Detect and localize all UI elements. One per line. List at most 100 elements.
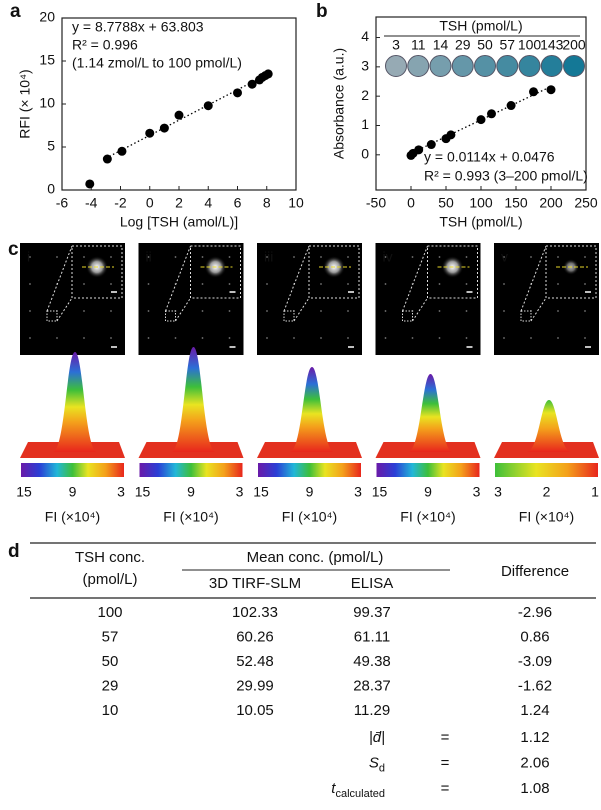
surface-peak xyxy=(527,400,571,452)
spot-dot xyxy=(83,283,85,285)
fit-line xyxy=(410,85,552,154)
cell: 11.29 xyxy=(354,702,390,719)
y-tick-label: 2 xyxy=(361,87,369,103)
data-point xyxy=(506,101,516,111)
x-tick-label: 10 xyxy=(288,195,304,211)
cell: 60.26 xyxy=(236,628,274,645)
spot-dot xyxy=(384,283,387,285)
stat-value: 1.12 xyxy=(520,729,549,746)
spot-dot xyxy=(266,283,268,285)
spot-dot xyxy=(384,310,387,312)
data-point xyxy=(233,88,242,98)
cell: 10.05 xyxy=(236,702,274,719)
cell: 1.24 xyxy=(520,702,549,719)
well xyxy=(407,55,430,77)
colorbar-label: FI (×10⁴) xyxy=(282,509,337,525)
data-point xyxy=(263,69,273,79)
image-label: ii xyxy=(146,249,152,265)
spot-dot xyxy=(411,337,414,339)
spot-dot xyxy=(320,256,322,258)
spot-dot xyxy=(530,337,532,339)
x-tick-label: -50 xyxy=(366,195,386,211)
spot-dot xyxy=(201,283,204,285)
x-tick-label: 0 xyxy=(407,195,415,211)
annotation: y = 0.0114x + 0.0476 xyxy=(424,149,555,165)
well-label: 11 xyxy=(411,37,426,53)
colorbar-tick: 1 xyxy=(591,484,599,500)
roi xyxy=(46,310,58,322)
spot-dot xyxy=(56,256,58,258)
spot-dot xyxy=(228,310,231,312)
colorbar-tick: 15 xyxy=(253,484,269,500)
spot-dot xyxy=(438,283,441,285)
spot-dot xyxy=(503,310,505,312)
header: 3D TIRF-SLM xyxy=(209,575,301,592)
x-tick-label: 8 xyxy=(263,195,271,211)
inset xyxy=(427,245,478,299)
spot-dot xyxy=(465,283,468,285)
spot-dot xyxy=(584,337,586,339)
x-tick-label: 2 xyxy=(175,195,183,211)
relation: = xyxy=(441,754,450,771)
cell: 52.48 xyxy=(236,653,274,670)
y-tick-label: 0 xyxy=(47,181,55,197)
y-axis-label: Absorbance (a.u.) xyxy=(331,48,347,159)
data-point xyxy=(446,130,456,140)
surface-peak xyxy=(53,352,97,452)
well xyxy=(474,55,496,77)
spot-dot xyxy=(147,310,150,312)
fit-line xyxy=(105,72,270,159)
x-tick-label: -4 xyxy=(85,195,98,211)
x-axis-label: TSH (pmol/L) xyxy=(439,214,522,230)
data-point xyxy=(426,140,436,150)
zoom-lines xyxy=(46,245,73,322)
spot-dot xyxy=(266,337,268,339)
spot-dot xyxy=(174,256,177,258)
cell: 10 xyxy=(102,702,119,719)
colorbar-tick: 3 xyxy=(236,484,244,500)
cell: 61.11 xyxy=(354,628,390,645)
surface-peak xyxy=(290,367,334,452)
x-tick-label: 6 xyxy=(234,195,242,211)
cell: -3.09 xyxy=(518,653,552,670)
data-point xyxy=(247,79,257,89)
spot-dot xyxy=(438,256,441,258)
stat-symbol: tcalculated xyxy=(331,780,385,800)
zoom-lines xyxy=(165,245,191,322)
colorbar-tick: 3 xyxy=(473,484,481,500)
spot-dot xyxy=(557,256,559,258)
spot-dot xyxy=(503,283,505,285)
spot-dot xyxy=(320,283,322,285)
well xyxy=(540,55,563,77)
panel-label: b xyxy=(316,1,328,22)
spot-dot xyxy=(228,256,231,258)
y-tick-label: 4 xyxy=(361,28,369,44)
spot-dot xyxy=(465,310,468,312)
stat-symbol: Sd xyxy=(369,754,385,774)
well-label: 57 xyxy=(499,37,515,53)
x-tick-label: -2 xyxy=(114,195,127,211)
colorbar-tick: 3 xyxy=(117,484,125,500)
x-axis-label: Log [TSH (amol/L)] xyxy=(120,214,238,230)
colorbar xyxy=(139,463,243,477)
y-tick-label: 1 xyxy=(361,116,369,132)
spot-dot xyxy=(56,337,58,339)
header: Difference xyxy=(501,563,569,580)
surface-peak xyxy=(171,347,216,452)
y-tick-label: 10 xyxy=(39,95,55,111)
data-point xyxy=(145,128,155,138)
cell: 29.99 xyxy=(236,677,274,694)
well-label: 50 xyxy=(477,37,493,53)
image-label: i xyxy=(27,249,30,265)
header: Mean conc. (pmol/L) xyxy=(247,549,384,566)
spot-dot xyxy=(465,256,468,258)
x-tick-label: 200 xyxy=(539,195,563,211)
panel-label: c xyxy=(8,239,19,260)
colorbar-tick: 2 xyxy=(543,484,551,500)
symbol: |d̄| xyxy=(369,729,385,746)
annotation: R² = 0.993 (3–200 pmol/L) xyxy=(424,168,588,184)
spot-dot xyxy=(110,310,112,312)
colorbar-label: FI (×10⁴) xyxy=(400,509,455,525)
inset xyxy=(545,245,597,299)
image-label: iii xyxy=(264,249,273,265)
